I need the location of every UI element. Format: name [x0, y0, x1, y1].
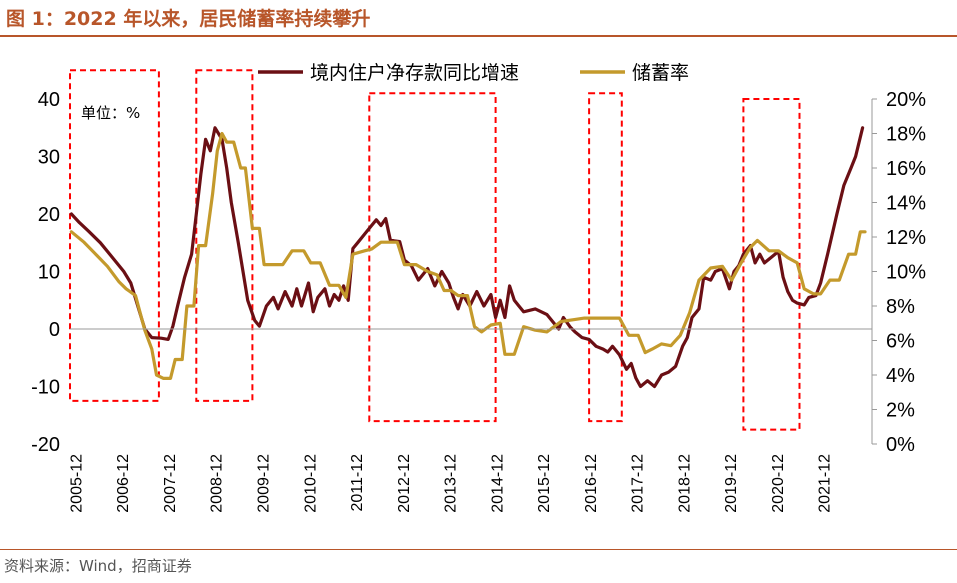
right-axis-tick: 6% — [886, 331, 915, 353]
left-axis-tick: 30 — [38, 147, 60, 169]
series-lines — [69, 126, 867, 389]
right-axis-tick: 14% — [886, 193, 926, 215]
source-rule — [0, 549, 957, 550]
highlight-boxes — [69, 69, 801, 431]
right-axis-tick: 8% — [886, 296, 915, 318]
highlight-period-box — [368, 92, 497, 423]
highlight-period-box — [69, 69, 160, 402]
left-axis-tick: 10 — [38, 262, 60, 284]
series-line-saving-rate — [69, 131, 867, 380]
axes: -20 -10 0 10 20 30 40 0% 2% 4% 6% 8% 10% 12% 14% 16% 18%… — [31, 89, 926, 513]
x-axis-tick: 2020-12 — [770, 454, 787, 513]
right-axis-tick: 4% — [886, 365, 915, 387]
x-axis-tick: 2017-12 — [630, 454, 647, 513]
x-axis-tick: 2011-12 — [349, 454, 366, 512]
highlight-period-box — [195, 69, 254, 402]
x-axis-tick: 2014-12 — [489, 454, 506, 513]
left-axis-tick: 20 — [38, 204, 60, 226]
left-axis-tick: 40 — [38, 89, 60, 111]
right-axis-tick: 2% — [886, 400, 915, 422]
left-axis-tick: -10 — [31, 377, 60, 399]
x-axis-tick: 2010-12 — [302, 454, 319, 513]
legend-label: 境内住户净存款同比增速 — [310, 62, 519, 84]
x-axis-tick: 2015-12 — [536, 454, 553, 513]
x-axis-tick: 2013-12 — [443, 454, 460, 513]
right-axis-tick: 12% — [886, 227, 926, 249]
unit-label: 单位：% — [81, 104, 140, 122]
left-axis-tick: 0 — [49, 319, 60, 341]
x-axis-tick: 2007-12 — [162, 454, 179, 513]
source-note: 资料来源：Wind，招商证券 — [4, 557, 192, 575]
x-axis-tick: 2019-12 — [723, 454, 740, 513]
right-axis-tick: 10% — [886, 262, 926, 284]
right-axis-tick: 20% — [886, 89, 926, 111]
title-rule — [0, 35, 957, 37]
highlight-period-box — [742, 98, 801, 431]
x-axis-tick: 2005-12 — [69, 454, 86, 513]
x-axis-tick: 2016-12 — [583, 454, 600, 513]
x-axis-tick: 2006-12 — [115, 454, 132, 513]
right-axis-tick: 18% — [886, 124, 926, 146]
highlight-period-box — [588, 92, 623, 423]
x-axis-tick: 2008-12 — [209, 454, 226, 513]
x-axis-tick: 2021-12 — [817, 454, 834, 513]
legend: 境内住户净存款同比增速 储蓄率 — [258, 62, 689, 84]
right-axis-tick: 16% — [886, 158, 926, 180]
right-axis-tick: 0% — [886, 434, 915, 456]
figure-title: 图 1：2022 年以来，居民储蓄率持续攀升 — [6, 8, 371, 30]
legend-label: 储蓄率 — [632, 62, 689, 84]
left-axis-tick: -20 — [31, 434, 60, 456]
x-axis-tick: 2018-12 — [676, 454, 693, 513]
x-axis-tick: 2012-12 — [396, 454, 413, 513]
x-axis-tick: 2009-12 — [256, 454, 273, 513]
